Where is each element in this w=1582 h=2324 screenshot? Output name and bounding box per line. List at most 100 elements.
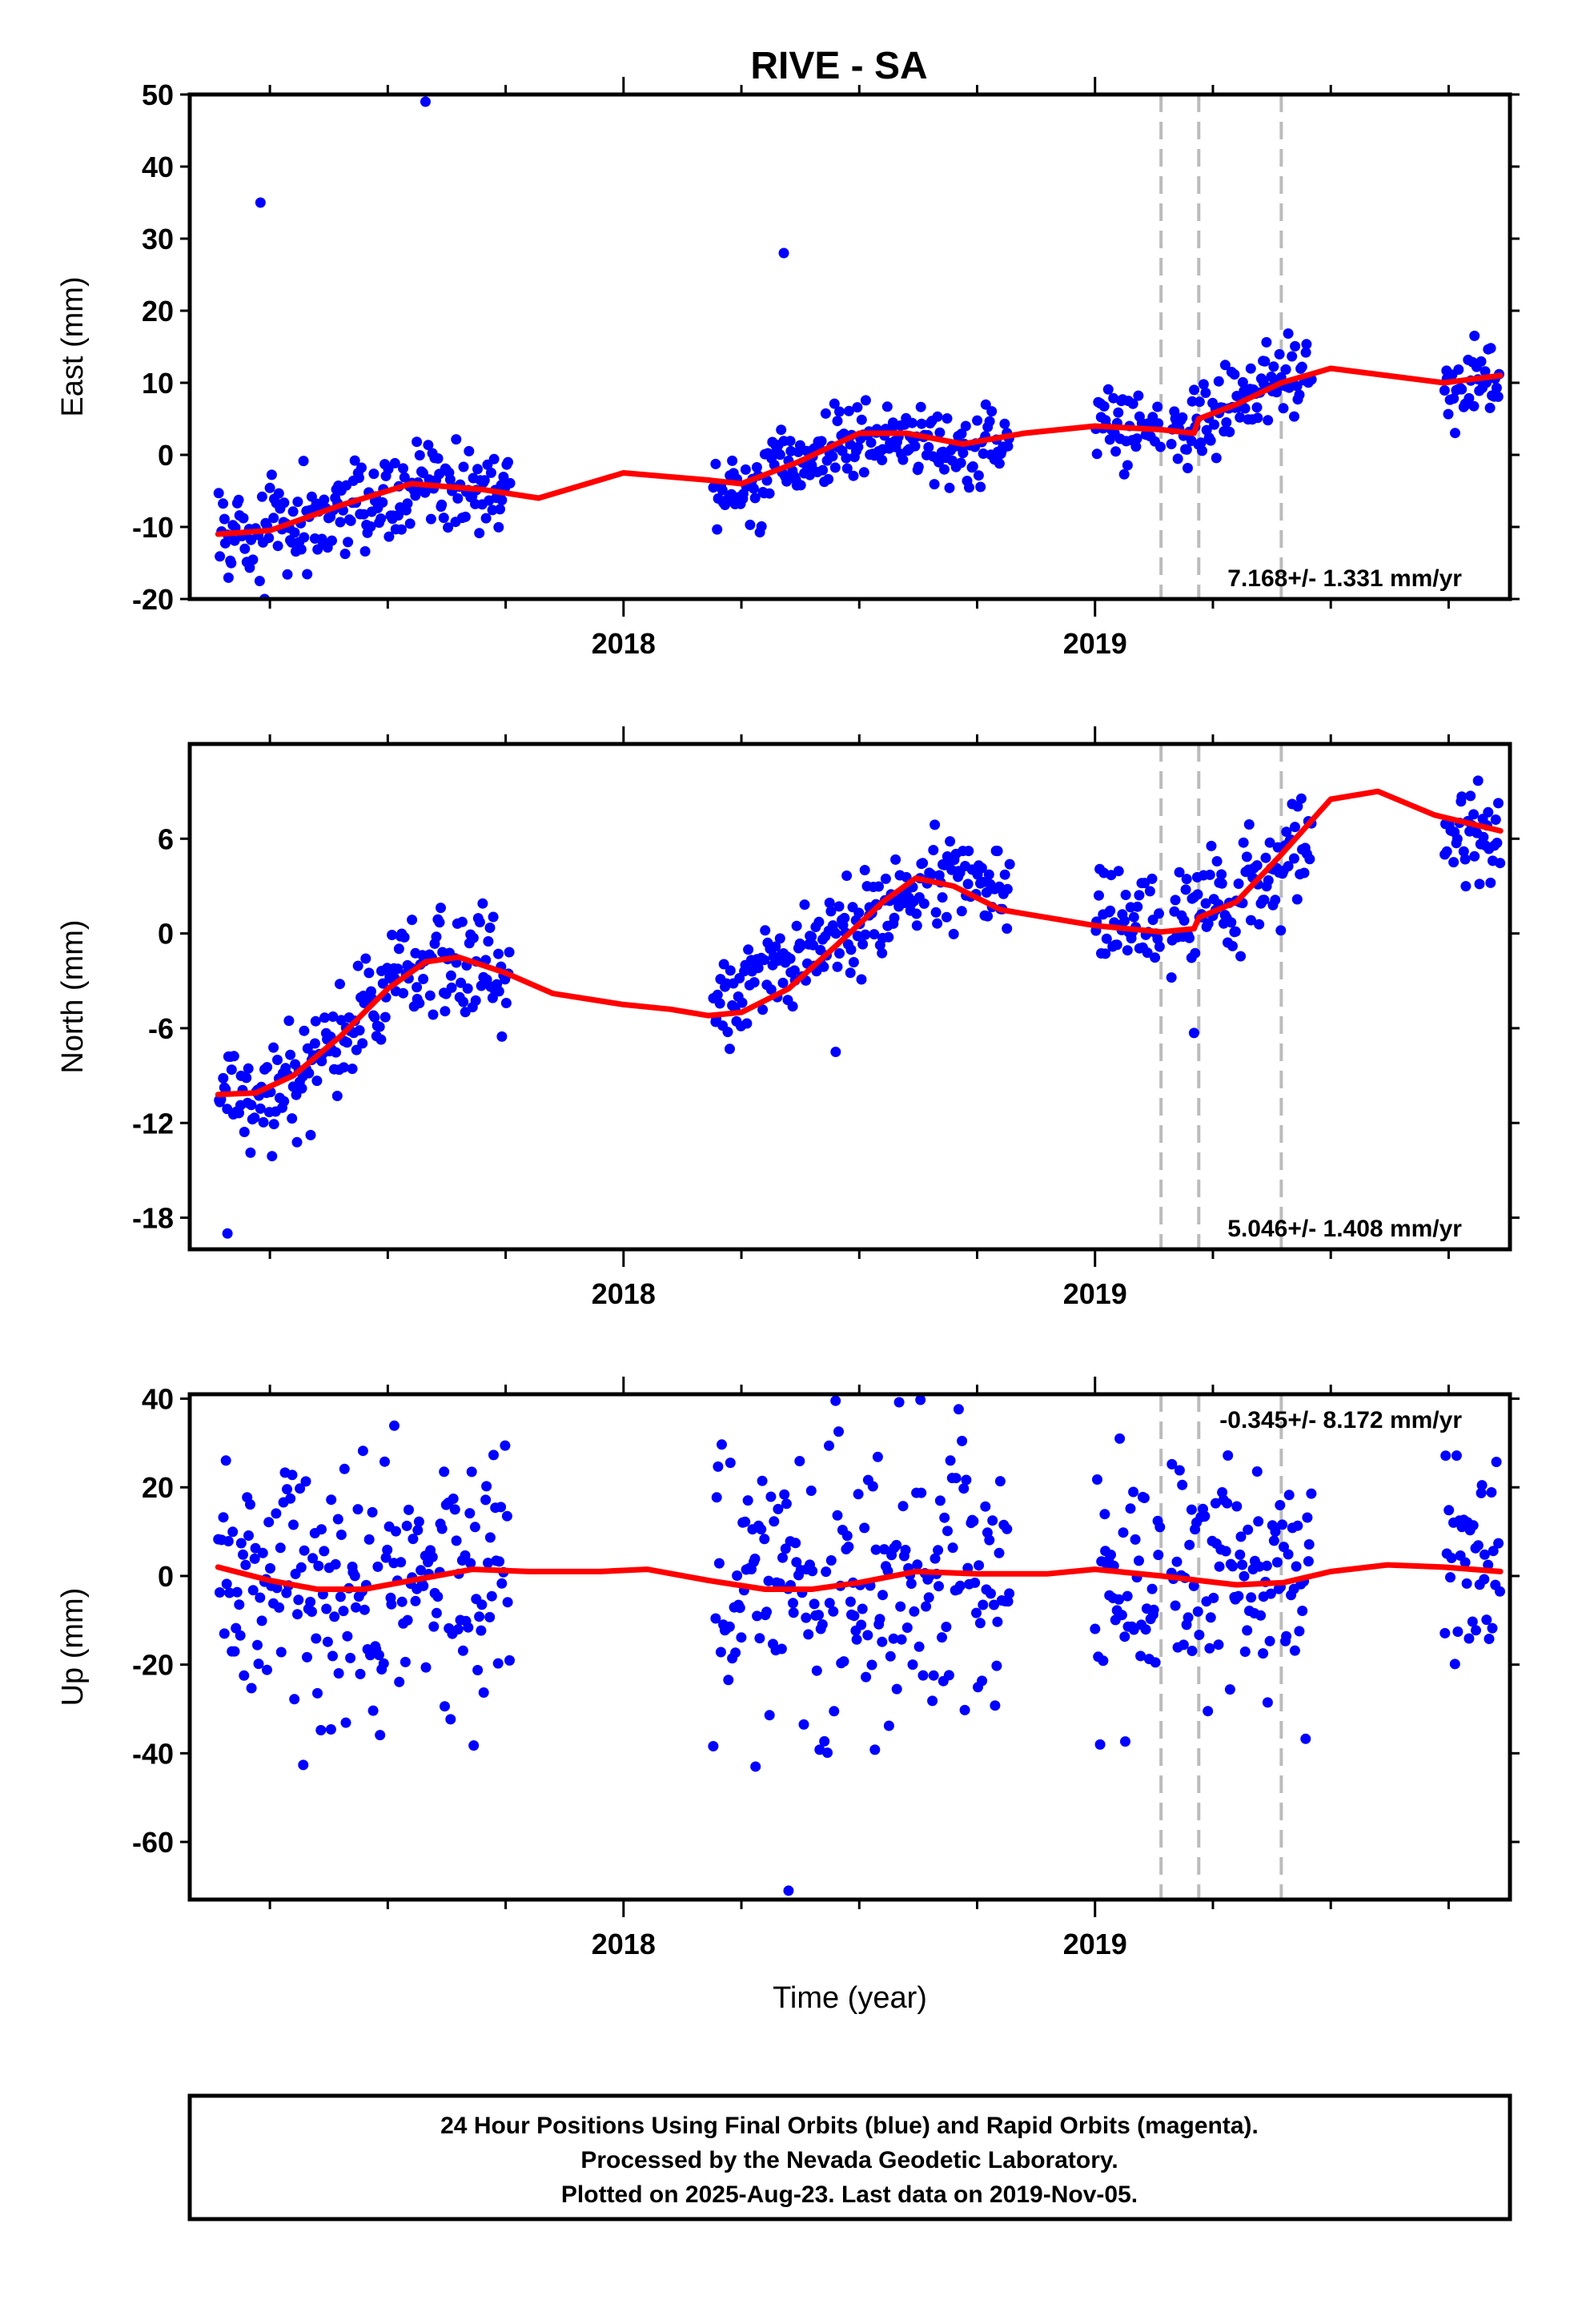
north-data-point [1233,879,1244,889]
east-data-point [1108,392,1119,404]
east-data-point [1181,444,1192,455]
north-data-point [1216,869,1227,880]
east-data-point [383,464,394,475]
east-data-point [272,541,283,552]
east-data-point [748,483,759,494]
up-data-point [1446,1553,1457,1563]
up-data-point [335,1530,347,1540]
east-data-point [504,477,516,489]
north-data-point [928,845,939,855]
east-data-point [1155,441,1166,452]
up-data-point [1258,1648,1269,1659]
north-data-point [963,846,974,857]
east-data-point [485,467,496,478]
up-data-point [1128,1624,1139,1635]
north-data-point [335,1015,347,1026]
north-data-point [445,970,456,981]
up-data-point [271,1582,283,1594]
north-data-point [1472,775,1484,786]
up-data-point [754,1633,765,1644]
up-data-point [1303,1556,1314,1567]
east-data-point [939,464,950,475]
east-data-point [1443,408,1454,420]
east-data-point [383,531,395,542]
north-data-point [777,977,789,988]
north-plot-content [214,744,1506,1249]
east-data-point [1194,396,1205,408]
east-data-point [820,408,831,419]
up-data-point [1099,1509,1110,1520]
east-data-point [1468,400,1480,412]
north-data-point [818,961,829,972]
up-data-point [1486,1487,1497,1498]
north-data-point [1119,915,1130,927]
east-data-point [398,463,408,474]
east-data-point [994,458,1005,469]
north-data-point [1283,861,1294,872]
east-data-point [488,453,500,464]
north-data-point [1246,915,1256,926]
up-data-point [357,1445,368,1457]
up-data-point [724,1621,735,1632]
east-data-point [393,510,404,521]
up-data-point [923,1592,934,1603]
up-data-point [942,1526,953,1537]
up-data-point [234,1599,245,1610]
north-data-point [1188,1027,1199,1039]
up-data-point [363,1534,375,1545]
up-data-point [1170,1600,1181,1611]
up-data-point [218,1512,229,1523]
east-data-point [282,569,293,580]
up-data-point [870,1544,881,1555]
north-data-point [1105,905,1116,916]
up-data-point [474,1611,485,1622]
up-data-point [1261,1560,1272,1571]
north-data-point [234,1108,244,1119]
up-data-point [803,1629,814,1640]
up-data-point [1292,1520,1303,1531]
north-data-point [1120,890,1131,900]
up-y-tick-label: -40 [132,1737,174,1770]
up-data-point [322,1636,333,1647]
up-data-point [238,1549,248,1560]
up-data-point [723,1675,734,1686]
north-data-point [1211,856,1223,866]
up-data-point [779,1489,790,1500]
east-data-point [1263,415,1274,426]
up-data-point [1281,1630,1292,1642]
east-data-point [404,518,416,529]
north-data-point [1206,840,1217,851]
east-data-point [975,481,986,493]
east-data-point [913,461,924,472]
up-data-point [822,1747,833,1759]
east-data-point [339,549,351,560]
north-data-point [725,965,736,976]
up-data-point [1483,1559,1494,1570]
up-data-point [896,1634,907,1645]
east-data-point [909,440,921,452]
up-data-point [1476,1487,1487,1498]
north-data-point [860,929,871,940]
north-data-point [789,965,800,976]
up-data-point [781,1498,792,1510]
north-data-point [1132,901,1143,912]
up-y-tick-label: 20 [142,1471,174,1504]
up-data-point [445,1714,456,1725]
east-data-point [795,480,806,491]
east-data-point [1301,339,1312,350]
north-data-point [932,918,943,929]
north-data-point [268,1042,279,1053]
east-data-point [986,406,998,417]
up-data-point [1177,1479,1188,1490]
east-rate-label: 7.168+/- 1.331 mm/yr [1227,565,1462,592]
north-data-point [1469,850,1480,862]
up-data-point [255,1592,266,1603]
north-data-point [1170,895,1181,906]
east-data-point [213,488,224,499]
north-data-point [806,931,817,943]
up-data-point [1283,1490,1295,1501]
east-data-point [764,488,775,499]
up-data-point [947,1542,958,1554]
up-data-point [494,1556,505,1567]
up-data-point [1227,1561,1239,1572]
